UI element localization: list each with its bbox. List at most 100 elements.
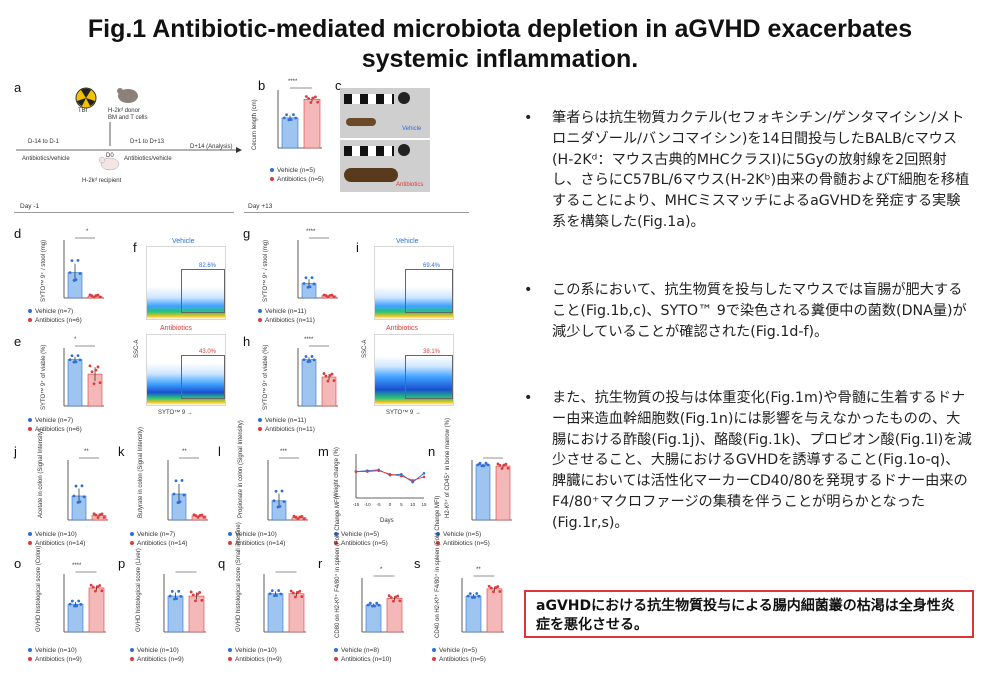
bar-vehicle [281, 117, 299, 149]
panel-j-legend: Vehicle (n=10) Antibiotics (n=14) [28, 530, 85, 548]
data-point [70, 259, 74, 263]
panel-p-chart [163, 571, 206, 633]
panel-h-legend: Vehicle (n=11) Antibiotics (n=11) [258, 416, 315, 434]
data-point [300, 595, 304, 598]
series-point [422, 475, 426, 479]
data-point [70, 354, 74, 358]
data-point [89, 583, 93, 587]
data-point [468, 592, 472, 596]
panel-n-chart [471, 457, 512, 521]
data-point [471, 596, 474, 599]
data-point [78, 500, 82, 504]
data-point [189, 590, 193, 594]
panel-o-ylabel: GVHD histological score (Colon) [36, 545, 42, 632]
data-point [504, 462, 508, 466]
panel-e-ylabel: SYTO™ 9⁺ of viable (%) [41, 344, 47, 410]
data-point [172, 492, 176, 496]
bar-vehicle [465, 595, 482, 633]
panel-s-significance: ** [476, 567, 481, 573]
data-point [70, 599, 74, 603]
data-point [498, 463, 502, 467]
panel-m-ylabel: Weight change (%) [334, 447, 340, 498]
data-point [68, 271, 72, 275]
panel-d-label: d [14, 226, 22, 241]
panel-q-chart [263, 571, 306, 633]
bullet-2: • この系において、抗生物質を投与したマウスでは盲腸が肥大すること(Fig.1b,… [524, 282, 967, 340]
data-point [177, 589, 181, 593]
data-point [307, 97, 310, 100]
panel-g-significance: **** [306, 229, 316, 235]
data-point [394, 595, 397, 599]
panel-b-significance: **** [288, 79, 298, 85]
d0-label: D0 [106, 153, 114, 159]
series-point [388, 472, 392, 476]
bullet-3: • また、抗生物質の投与は体重変化(Fig.1m)や骨髄に生着するドナー由来造血幹… [524, 390, 972, 531]
panel-m-legend: Vehicle (n=5) Antibiotics (n=5) [334, 530, 388, 548]
data-point [294, 515, 298, 519]
panel-o-label: o [14, 556, 22, 571]
panel-o-legend: Vehicle (n=10) Antibiotics (n=9) [28, 646, 82, 664]
x-tick-label: 15 [421, 502, 427, 507]
recipient-label: H-2kᵈ recipient [82, 178, 122, 184]
data-point [180, 479, 184, 482]
data-point [88, 364, 92, 368]
panel-b-ylabel: Cecum length (cm) [252, 99, 258, 150]
panel-r-significance: * [380, 567, 383, 573]
data-point [308, 285, 312, 289]
data-point [478, 461, 482, 465]
data-point [506, 466, 510, 470]
data-point [289, 118, 293, 122]
data-point [328, 373, 332, 377]
data-point [100, 589, 104, 593]
data-point [74, 484, 78, 488]
data-point [500, 467, 504, 470]
panel-f-ylabel: SSC-A [134, 339, 140, 358]
data-point [332, 295, 336, 299]
data-point [330, 293, 334, 297]
data-point [304, 355, 308, 358]
data-point [175, 597, 178, 601]
data-point [387, 594, 391, 598]
panel-p-ylabel: GVHD histological score (Liver) [136, 548, 142, 632]
data-point [289, 589, 293, 593]
data-point [480, 464, 484, 468]
data-point [98, 295, 102, 299]
data-point [170, 590, 174, 593]
data-point [482, 464, 486, 468]
conclusion-box: aGVHDにおける抗生物質投与による腸内細菌叢の枯渇は全身性炎症を悪化させる。 [524, 590, 974, 638]
data-point [368, 601, 372, 605]
data-point [473, 595, 476, 599]
x-tick-label: -5 [377, 502, 381, 507]
panel-n-ylabel: H2-Kᵇ⁺ of CD45⁺ in bone marrow (%) [445, 418, 451, 518]
data-point [466, 594, 470, 598]
data-point [82, 495, 86, 499]
flow-plot-f-vehicle: 82.6% [146, 246, 226, 320]
panel-k-legend: Vehicle (n=7) Antibiotics (n=14) [130, 530, 187, 548]
donor-cells-label: BM and T cells [108, 115, 148, 121]
series-point [411, 479, 414, 482]
panel-q-ylabel: GVHD histological score (Small intestine… [236, 522, 242, 632]
analysis-label: D+14 (Analysis) [190, 144, 233, 150]
panel-l-legend: Vehicle (n=10) Antibiotics (n=14) [228, 530, 285, 548]
panel-a-schematic [16, 87, 242, 171]
series-point [377, 469, 380, 473]
panel-o-significance: **** [72, 563, 82, 569]
panel-d-significance: * [86, 229, 89, 235]
data-point [494, 586, 497, 589]
gate-f-antibiotics: 43.0% [199, 349, 217, 355]
data-point [282, 116, 286, 120]
data-point [475, 592, 479, 595]
data-point [74, 360, 78, 364]
panel-g-ylabel: SYTO™ 9⁺ / stool (mg) [263, 239, 269, 302]
panel-j-label: j [14, 444, 17, 459]
data-point [278, 504, 282, 508]
data-point [302, 517, 306, 521]
panel-j-chart [67, 457, 108, 521]
data-point [496, 462, 500, 466]
data-point [174, 479, 178, 483]
bar-vehicle [301, 359, 317, 407]
data-point [73, 604, 76, 608]
bar-antibiotics [303, 98, 321, 149]
data-point [308, 359, 312, 363]
photo-antibiotics-label: Antibiotics [396, 182, 424, 188]
